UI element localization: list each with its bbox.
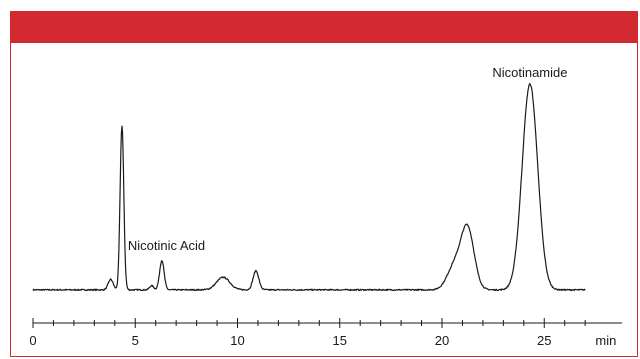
peak-annotations: Nicotinic Acid Nicotinamide <box>128 65 568 253</box>
x-tick-label: 5 <box>132 333 139 348</box>
peak-label-nicotinic-acid: Nicotinic Acid <box>128 238 205 253</box>
chart-frame <box>10 11 638 357</box>
x-axis-unit-label: min <box>595 333 616 348</box>
x-tick-label: 0 <box>29 333 36 348</box>
x-tick-label: 25 <box>537 333 551 348</box>
peak-label-nicotinamide: Nicotinamide <box>492 65 567 80</box>
chromatogram-trace <box>32 82 586 292</box>
x-tick-label: 15 <box>333 333 347 348</box>
x-tick-label: 10 <box>230 333 244 348</box>
x-tick-label: 20 <box>435 333 449 348</box>
header-bar <box>11 11 637 43</box>
x-axis: 0 5 10 15 20 25 <box>29 318 623 348</box>
